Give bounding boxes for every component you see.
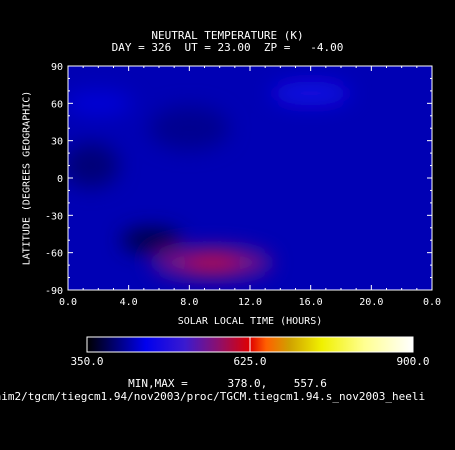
y-axis-label: LATITUDE (DEGREES GEOGRAPHIC)	[21, 90, 33, 266]
y-tick-label: -30	[45, 211, 63, 222]
field-feature	[270, 81, 351, 106]
field-feature	[121, 228, 182, 253]
x-tick-label: 0.0	[59, 297, 77, 308]
x-axis-label: SOLAR LOCAL TIME (HOURS)	[177, 316, 323, 327]
y-tick-label: 30	[51, 137, 63, 148]
x-tick-label: 16.0	[299, 297, 323, 308]
chart-subtitle: DAY = 326 UT = 23.00 ZP = -4.00	[111, 41, 344, 54]
colorbar-axis: 350.0 625.0 900.0	[70, 337, 430, 368]
field-feature-core	[184, 254, 241, 271]
max-value: 557.6	[293, 377, 327, 390]
chart-title: NEUTRAL TEMPERATURE (K)	[151, 29, 304, 42]
x-tick-label: 4.0	[120, 297, 138, 308]
colorbar-tick-label: 625.0	[233, 355, 266, 368]
x-axis: 0.0 4.0 8.0 12.0 16.0 20.0 0.0	[59, 66, 441, 308]
x-tick-label: 8.0	[180, 297, 198, 308]
y-tick-label: -90	[45, 286, 63, 297]
temperature-field	[68, 66, 432, 290]
x-tick-label: 12.0	[238, 297, 262, 308]
field-feature	[149, 106, 230, 151]
field-feature	[68, 91, 133, 116]
field-features	[68, 81, 351, 279]
x-tick-label: 0.0	[423, 297, 441, 308]
y-tick-label: 0	[57, 174, 63, 185]
colorbar-tick-label: 900.0	[396, 355, 429, 368]
y-tick-label: 90	[51, 62, 63, 73]
min-max-label: MIN,MAX =	[128, 377, 188, 390]
min-value: 378.0,	[227, 377, 268, 390]
y-axis: 90 60 30 0 -30 -60 -90	[45, 62, 432, 297]
field-feature	[68, 143, 119, 188]
y-tick-label: -60	[45, 249, 63, 260]
y-tick-label: 60	[51, 99, 63, 110]
file-path: /aim2/tgcm/tiegcm1.94/nov2003/proc/TGCM.…	[0, 391, 426, 403]
min-max-readout: MIN,MAX = 378.0, 557.6	[0, 378, 455, 390]
x-tick-label: 20.0	[359, 297, 383, 308]
colorbar-tick-label: 350.0	[70, 355, 103, 368]
